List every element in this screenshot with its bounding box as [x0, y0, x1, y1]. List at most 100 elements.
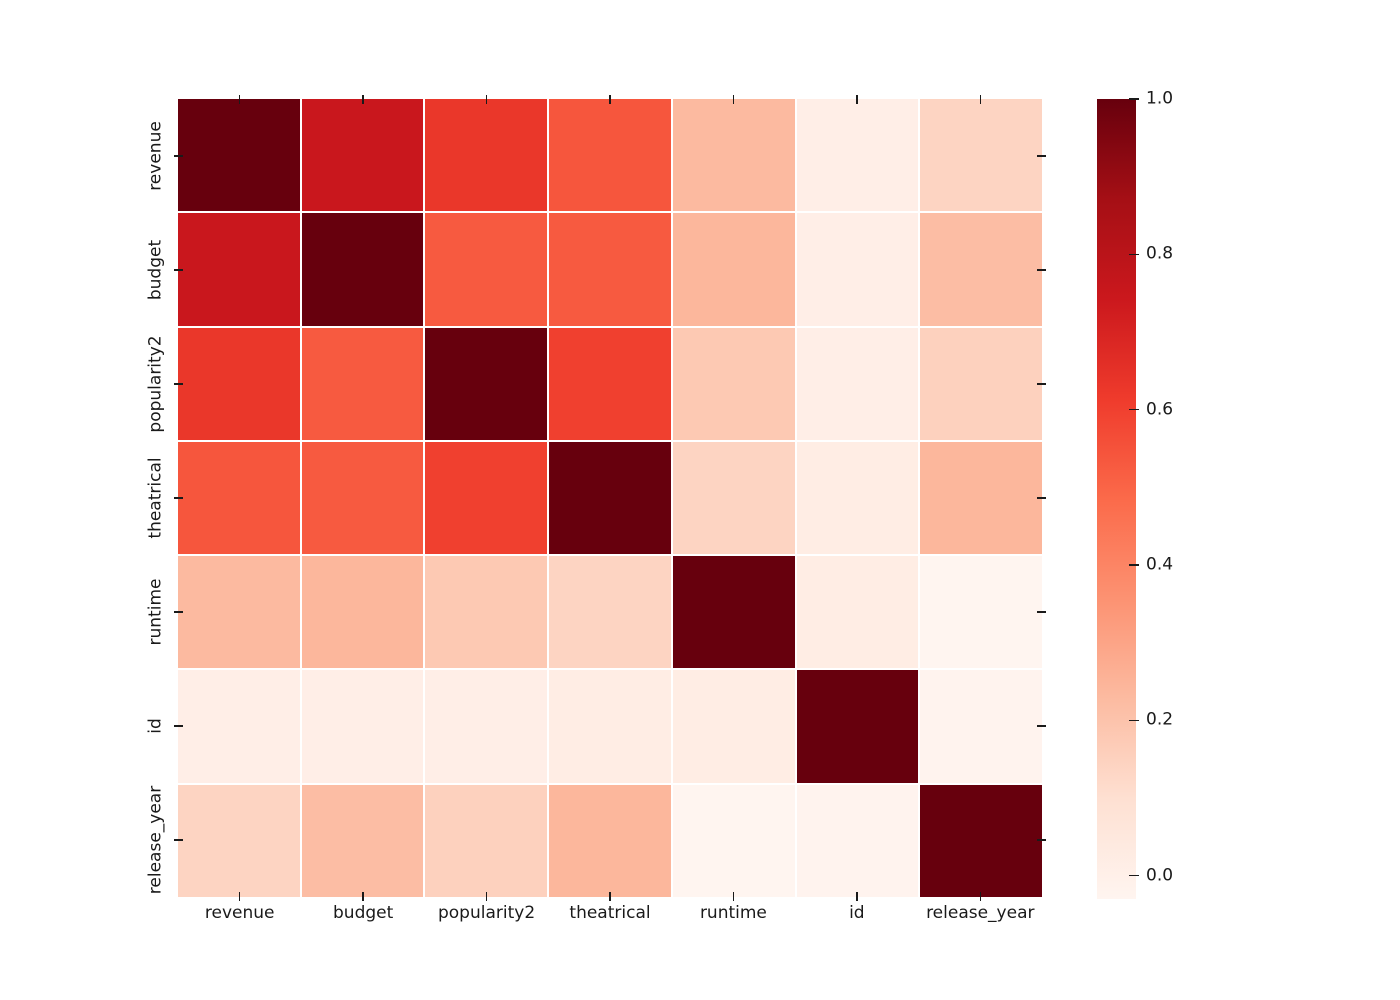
heatmap-cell-id-runtime [672, 670, 795, 783]
heatmap-cell-release_year-id [796, 784, 919, 897]
heatmap-cell-budget-id [796, 213, 919, 326]
heatmap-cell-release_year-revenue [178, 784, 300, 897]
heatmap-cell-theatrical-revenue [178, 441, 300, 555]
colorbar-tick-label: 0.6 [1146, 399, 1174, 420]
heatmap-cell-popularity2-release_year [920, 327, 1042, 440]
heatmap-cell-release_year-runtime [672, 784, 795, 897]
colorbar-tick-label: 0.8 [1146, 243, 1174, 264]
x-tick-label-budget: budget [333, 903, 394, 923]
colorbar-tick-label: 0.2 [1146, 709, 1174, 730]
x-tick-top [856, 95, 858, 104]
y-tick-right [1037, 155, 1046, 157]
x-tick-label-popularity2: popularity2 [437, 903, 536, 923]
heatmap-cell-runtime-popularity2 [425, 556, 548, 669]
heatmap-cell-release_year-popularity2 [425, 784, 548, 897]
y-tick-label-runtime: runtime [145, 578, 166, 646]
y-tick-label-release_year: release_year [145, 785, 166, 895]
heatmap-cell-revenue-runtime [672, 99, 795, 212]
heatmap-cell-popularity2-id [796, 327, 919, 440]
heatmap-cell-runtime-budget [301, 556, 424, 669]
y-tick-right [1037, 839, 1046, 841]
heatmap-cell-runtime-id [796, 556, 919, 669]
heatmap-cell-theatrical-theatrical [549, 441, 671, 555]
y-tick-label-budget: budget [145, 239, 166, 301]
x-tick-bottom [856, 892, 858, 901]
colorbar-tick-label: 0.4 [1146, 554, 1174, 575]
colorbar-tick [1129, 719, 1139, 722]
heatmap-cell-budget-theatrical [549, 213, 671, 326]
heatmap-cell-revenue-popularity2 [425, 99, 548, 212]
heatmap-cell-revenue-id [796, 99, 919, 212]
y-tick-label-revenue: revenue [145, 121, 166, 191]
x-tick-top [362, 95, 364, 104]
colorbar-gradient [1097, 99, 1136, 899]
x-tick-bottom [238, 892, 241, 901]
heatmap-cell-popularity2-runtime [672, 327, 795, 440]
x-tick-bottom [609, 892, 611, 901]
y-tick-left [174, 269, 183, 271]
x-tick-bottom [979, 892, 982, 901]
heatmap-cell-revenue-revenue [178, 99, 300, 212]
heatmap-cell-release_year-theatrical [549, 784, 671, 897]
x-tick-top [732, 95, 735, 104]
heatmap-cell-budget-runtime [672, 213, 795, 326]
y-tick-label-theatrical: theatrical [145, 457, 166, 539]
x-tick-bottom [732, 892, 735, 901]
y-tick-right [1037, 725, 1046, 727]
x-tick-top [979, 95, 982, 104]
heatmap-cell-id-revenue [178, 670, 300, 783]
heatmap-grid [178, 99, 1042, 897]
x-tick-label-revenue: revenue [204, 903, 275, 923]
heatmap-cell-id-theatrical [549, 670, 671, 783]
colorbar-tick-label: 0.0 [1146, 865, 1174, 886]
heatmap-cell-id-budget [301, 670, 424, 783]
x-tick-top [485, 95, 488, 104]
colorbar-tick [1129, 253, 1139, 256]
y-tick-left [174, 155, 183, 157]
heatmap-cell-release_year-budget [301, 784, 424, 897]
y-tick-right [1037, 383, 1046, 385]
heatmap-cell-revenue-budget [301, 99, 424, 212]
x-tick-bottom [362, 892, 364, 901]
x-tick-label-runtime: runtime [699, 903, 767, 923]
heatmap-cell-revenue-release_year [920, 99, 1042, 212]
heatmap-cell-popularity2-popularity2 [425, 327, 548, 440]
heatmap-cell-theatrical-id [796, 441, 919, 555]
heatmap-cell-runtime-release_year [920, 556, 1042, 669]
heatmap-cell-runtime-theatrical [549, 556, 671, 669]
y-tick-label-popularity2: popularity2 [145, 335, 166, 433]
heatmap-cell-budget-revenue [178, 213, 300, 326]
y-tick-left [174, 383, 183, 385]
y-tick-right [1037, 611, 1046, 613]
heatmap-cell-theatrical-runtime [672, 441, 795, 555]
heatmap-cell-popularity2-theatrical [549, 327, 671, 440]
heatmap-cell-budget-release_year [920, 213, 1042, 326]
y-tick-right [1037, 497, 1046, 499]
heatmap-cell-id-release_year [920, 670, 1042, 783]
colorbar [1097, 99, 1136, 899]
x-tick-top [609, 95, 611, 104]
heatmap-cell-revenue-theatrical [549, 99, 671, 212]
heatmap-cell-budget-budget [301, 213, 424, 326]
heatmap-cell-id-popularity2 [425, 670, 548, 783]
heatmap-cell-release_year-release_year [920, 784, 1042, 897]
heatmap-cell-runtime-runtime [672, 556, 795, 669]
heatmap-cell-popularity2-budget [301, 327, 424, 440]
colorbar-tick [1129, 874, 1139, 877]
y-tick-left [174, 725, 183, 727]
heatmap-cell-budget-popularity2 [425, 213, 548, 326]
colorbar-tick [1129, 408, 1139, 411]
y-tick-right [1037, 269, 1046, 271]
y-tick-left [174, 497, 183, 499]
x-tick-label-release_year: release_year [926, 903, 1035, 923]
x-tick-bottom [485, 892, 488, 901]
x-tick-label-theatrical: theatrical [569, 903, 651, 923]
y-tick-left [174, 839, 183, 841]
heatmap-cell-popularity2-revenue [178, 327, 300, 440]
heatmap-cell-runtime-revenue [178, 556, 300, 669]
heatmap-cell-theatrical-release_year [920, 441, 1042, 555]
heatmap-cell-id-id [796, 670, 919, 783]
y-tick-label-id: id [145, 718, 166, 734]
heatmap-cell-theatrical-budget [301, 441, 424, 555]
